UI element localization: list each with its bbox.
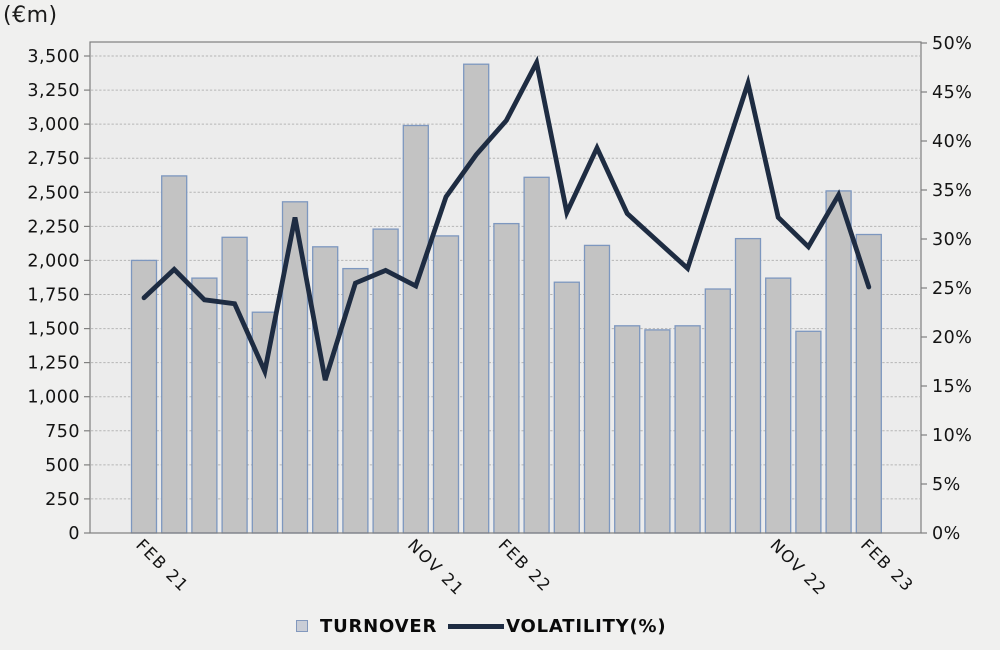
turnover-bar bbox=[463, 63, 490, 534]
turnover-bar bbox=[251, 311, 278, 534]
left-axis-tick-label: 1,500 bbox=[27, 320, 80, 340]
left-axis-tick-label: 2,750 bbox=[27, 149, 80, 169]
turnover-bar bbox=[734, 237, 762, 534]
x-axis-label: NOV 21 bbox=[404, 535, 468, 599]
turnover-bar bbox=[130, 259, 158, 534]
left-axis-tick-label: 3,500 bbox=[27, 47, 80, 67]
right-axis-tick-label: 15% bbox=[932, 377, 972, 397]
left-axis-tick-label: 2,250 bbox=[27, 217, 80, 237]
right-axis-tick-label: 5% bbox=[932, 475, 961, 495]
turnover-bar bbox=[191, 277, 218, 534]
left-axis-tick-label: 500 bbox=[45, 456, 80, 476]
x-axis-label: FEB 22 bbox=[495, 535, 555, 595]
left-axis-tick-label: 250 bbox=[45, 490, 80, 510]
left-axis-tick-label: 0 bbox=[68, 524, 80, 544]
volatility-legend-line bbox=[448, 623, 505, 629]
left-axis-tick-label: 3,250 bbox=[27, 81, 80, 101]
legend: TURNOVER VOLATILITY(%) bbox=[296, 614, 666, 638]
left-axis-tick-label: 1,250 bbox=[27, 354, 80, 374]
right-axis-tick-label: 0% bbox=[932, 524, 961, 544]
turnover-bar bbox=[553, 281, 580, 534]
turnover-bar bbox=[583, 244, 611, 534]
left-axis-tick-label: 1,000 bbox=[27, 388, 80, 408]
turnover-bar bbox=[402, 124, 429, 534]
right-axis-tick-label: 25% bbox=[932, 279, 972, 299]
right-axis-tick-label: 10% bbox=[932, 426, 972, 446]
x-axis-label: FEB 21 bbox=[132, 535, 192, 595]
turnover-bar bbox=[312, 246, 339, 534]
turnover-bar bbox=[432, 235, 460, 534]
turnover-bar bbox=[161, 175, 188, 534]
volatility-legend-label: VOLATILITY(%) bbox=[506, 615, 667, 637]
turnover-bar bbox=[795, 330, 822, 534]
turnover-bar bbox=[493, 222, 520, 534]
turnover-bar bbox=[221, 236, 248, 534]
turnover-legend-label: TURNOVER bbox=[320, 615, 438, 637]
turnover-legend-swatch bbox=[296, 620, 308, 632]
right-axis-tick-label: 50% bbox=[932, 34, 972, 54]
turnover-bar bbox=[765, 277, 792, 534]
left-axis-tick-label: 1,750 bbox=[27, 286, 80, 306]
left-axis-tick-label: 2,500 bbox=[27, 183, 80, 203]
turnover-bar bbox=[674, 325, 701, 534]
right-axis-tick-label: 40% bbox=[932, 132, 972, 152]
volatility-line bbox=[141, 55, 872, 381]
right-axis-tick-label: 30% bbox=[932, 230, 972, 250]
x-axis-label: NOV 22 bbox=[766, 535, 830, 599]
left-axis-tick-label: 750 bbox=[45, 422, 80, 442]
turnover-bar bbox=[644, 329, 671, 534]
x-axis-label: FEB 23 bbox=[857, 535, 917, 595]
turnover-bar bbox=[523, 176, 550, 534]
right-axis-tick-label: 20% bbox=[932, 328, 972, 348]
turnover-bar bbox=[855, 233, 882, 534]
right-axis-tick-label: 35% bbox=[932, 181, 972, 201]
left-axis-tick-label: 3,000 bbox=[27, 115, 80, 135]
turnover-bar bbox=[704, 288, 731, 534]
turnover-bar bbox=[614, 325, 641, 534]
left-axis-title: (€m) bbox=[3, 3, 58, 28]
left-axis-tick-label: 2,000 bbox=[27, 251, 80, 271]
turnover-bar bbox=[825, 190, 852, 534]
right-axis-tick-label: 45% bbox=[932, 83, 972, 103]
turnover-bar bbox=[372, 228, 399, 534]
